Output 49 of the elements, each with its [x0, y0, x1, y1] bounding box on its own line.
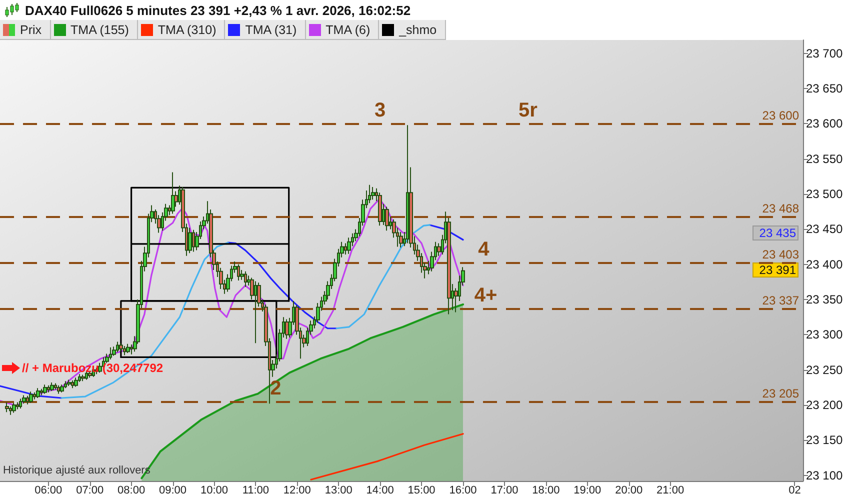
legend-label: TMA (31) [245, 22, 297, 36]
annotation: 3 [374, 100, 386, 122]
x-tick-label: 21:00 [656, 484, 684, 496]
x-tick-label: 12:00 [283, 484, 311, 496]
y-tick-label: 23 600 [806, 116, 844, 131]
x-tick-label: 08:00 [118, 484, 146, 496]
y-tick-label: 23 400 [806, 257, 844, 272]
ref-line-label: 23 337 [762, 294, 800, 308]
annotation: 4 [478, 238, 490, 260]
x-tick-label: 06:00 [34, 484, 62, 496]
y-tick-label: 23 250 [806, 362, 844, 377]
y-tick-label: 23 100 [806, 468, 844, 482]
x-tick-label: 13:00 [324, 484, 352, 496]
ref-line-label: 23 205 [762, 386, 800, 401]
legend-label: TMA (6) [326, 22, 370, 36]
x-tick-label: 20:00 [615, 484, 643, 496]
legend-label: TMA (155) [70, 22, 129, 36]
y-tick-label: 23 650 [806, 82, 844, 96]
annotation: 4+ [474, 284, 498, 307]
ref-line-label: 23 403 [762, 247, 800, 262]
x-tick-label: 18:00 [532, 484, 560, 496]
x-tick-label: 16:00 [449, 484, 477, 496]
y-tick-label: 23 200 [806, 398, 844, 412]
legend-label: Prix [20, 22, 42, 36]
x-tick-label: 11:00 [242, 484, 270, 496]
x-tick-label: 14:00 [366, 484, 394, 496]
legend-label: _shmo [399, 22, 437, 36]
legend-label: TMA (310) [158, 22, 216, 36]
x-tick-label: 10:00 [200, 484, 228, 496]
x-tick-label: 07:00 [76, 484, 104, 496]
y-tick-label: 23 350 [806, 292, 844, 307]
ref-line-label: 23 600 [762, 108, 800, 123]
ref-line-label: 23 468 [762, 202, 800, 216]
y-tick-label: 23 150 [806, 433, 844, 448]
y-tick-label: 23 500 [806, 187, 844, 202]
annotation: 23 391 [759, 263, 796, 277]
annotation: 23 435 [759, 226, 796, 240]
x-tick-label: 02 [788, 484, 801, 496]
x-tick-label: 09:00 [158, 484, 187, 496]
y-tick-label: 23 300 [806, 328, 844, 342]
y-tick-label: 23 700 [806, 46, 844, 60]
y-tick-label: 23 550 [806, 152, 844, 166]
x-tick-label: 17:00 [490, 484, 518, 496]
x-tick-label: 19:00 [574, 484, 602, 496]
x-tick-label: 15:00 [408, 484, 436, 496]
y-tick-label: 23 450 [806, 222, 844, 236]
annotation: 5r [518, 100, 538, 122]
chart-title: DAX40 Full0626 5 minutes 23 391 +2,43 % 1 avr. 2026, 16:02:52 [25, 2, 411, 18]
annotation: 2 [270, 378, 282, 400]
